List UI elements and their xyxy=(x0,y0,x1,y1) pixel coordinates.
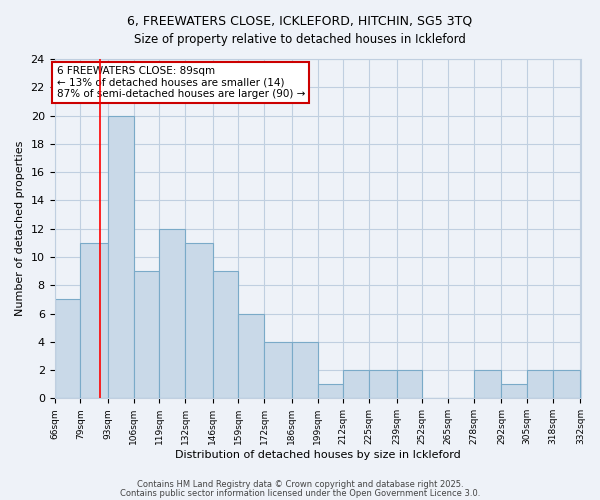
Bar xyxy=(213,271,238,398)
Text: 6 FREEWATERS CLOSE: 89sqm
← 13% of detached houses are smaller (14)
87% of semi-: 6 FREEWATERS CLOSE: 89sqm ← 13% of detac… xyxy=(56,66,305,100)
Bar xyxy=(238,314,264,398)
Bar xyxy=(343,370,369,398)
Bar xyxy=(527,370,553,398)
Text: Contains HM Land Registry data © Crown copyright and database right 2025.: Contains HM Land Registry data © Crown c… xyxy=(137,480,463,489)
Text: Size of property relative to detached houses in Ickleford: Size of property relative to detached ho… xyxy=(134,32,466,46)
Bar xyxy=(160,228,185,398)
Text: 6, FREEWATERS CLOSE, ICKLEFORD, HITCHIN, SG5 3TQ: 6, FREEWATERS CLOSE, ICKLEFORD, HITCHIN,… xyxy=(127,15,473,28)
Bar xyxy=(55,300,80,398)
Bar xyxy=(502,384,527,398)
Bar xyxy=(369,370,397,398)
Y-axis label: Number of detached properties: Number of detached properties xyxy=(15,141,25,316)
Bar xyxy=(292,342,317,398)
Bar xyxy=(134,271,160,398)
Bar xyxy=(264,342,292,398)
Bar xyxy=(474,370,502,398)
Bar xyxy=(80,243,108,398)
Bar xyxy=(317,384,343,398)
Bar xyxy=(397,370,422,398)
Text: Contains public sector information licensed under the Open Government Licence 3.: Contains public sector information licen… xyxy=(120,488,480,498)
Bar xyxy=(108,116,134,399)
Bar xyxy=(185,243,213,398)
X-axis label: Distribution of detached houses by size in Ickleford: Distribution of detached houses by size … xyxy=(175,450,460,460)
Bar xyxy=(553,370,580,398)
